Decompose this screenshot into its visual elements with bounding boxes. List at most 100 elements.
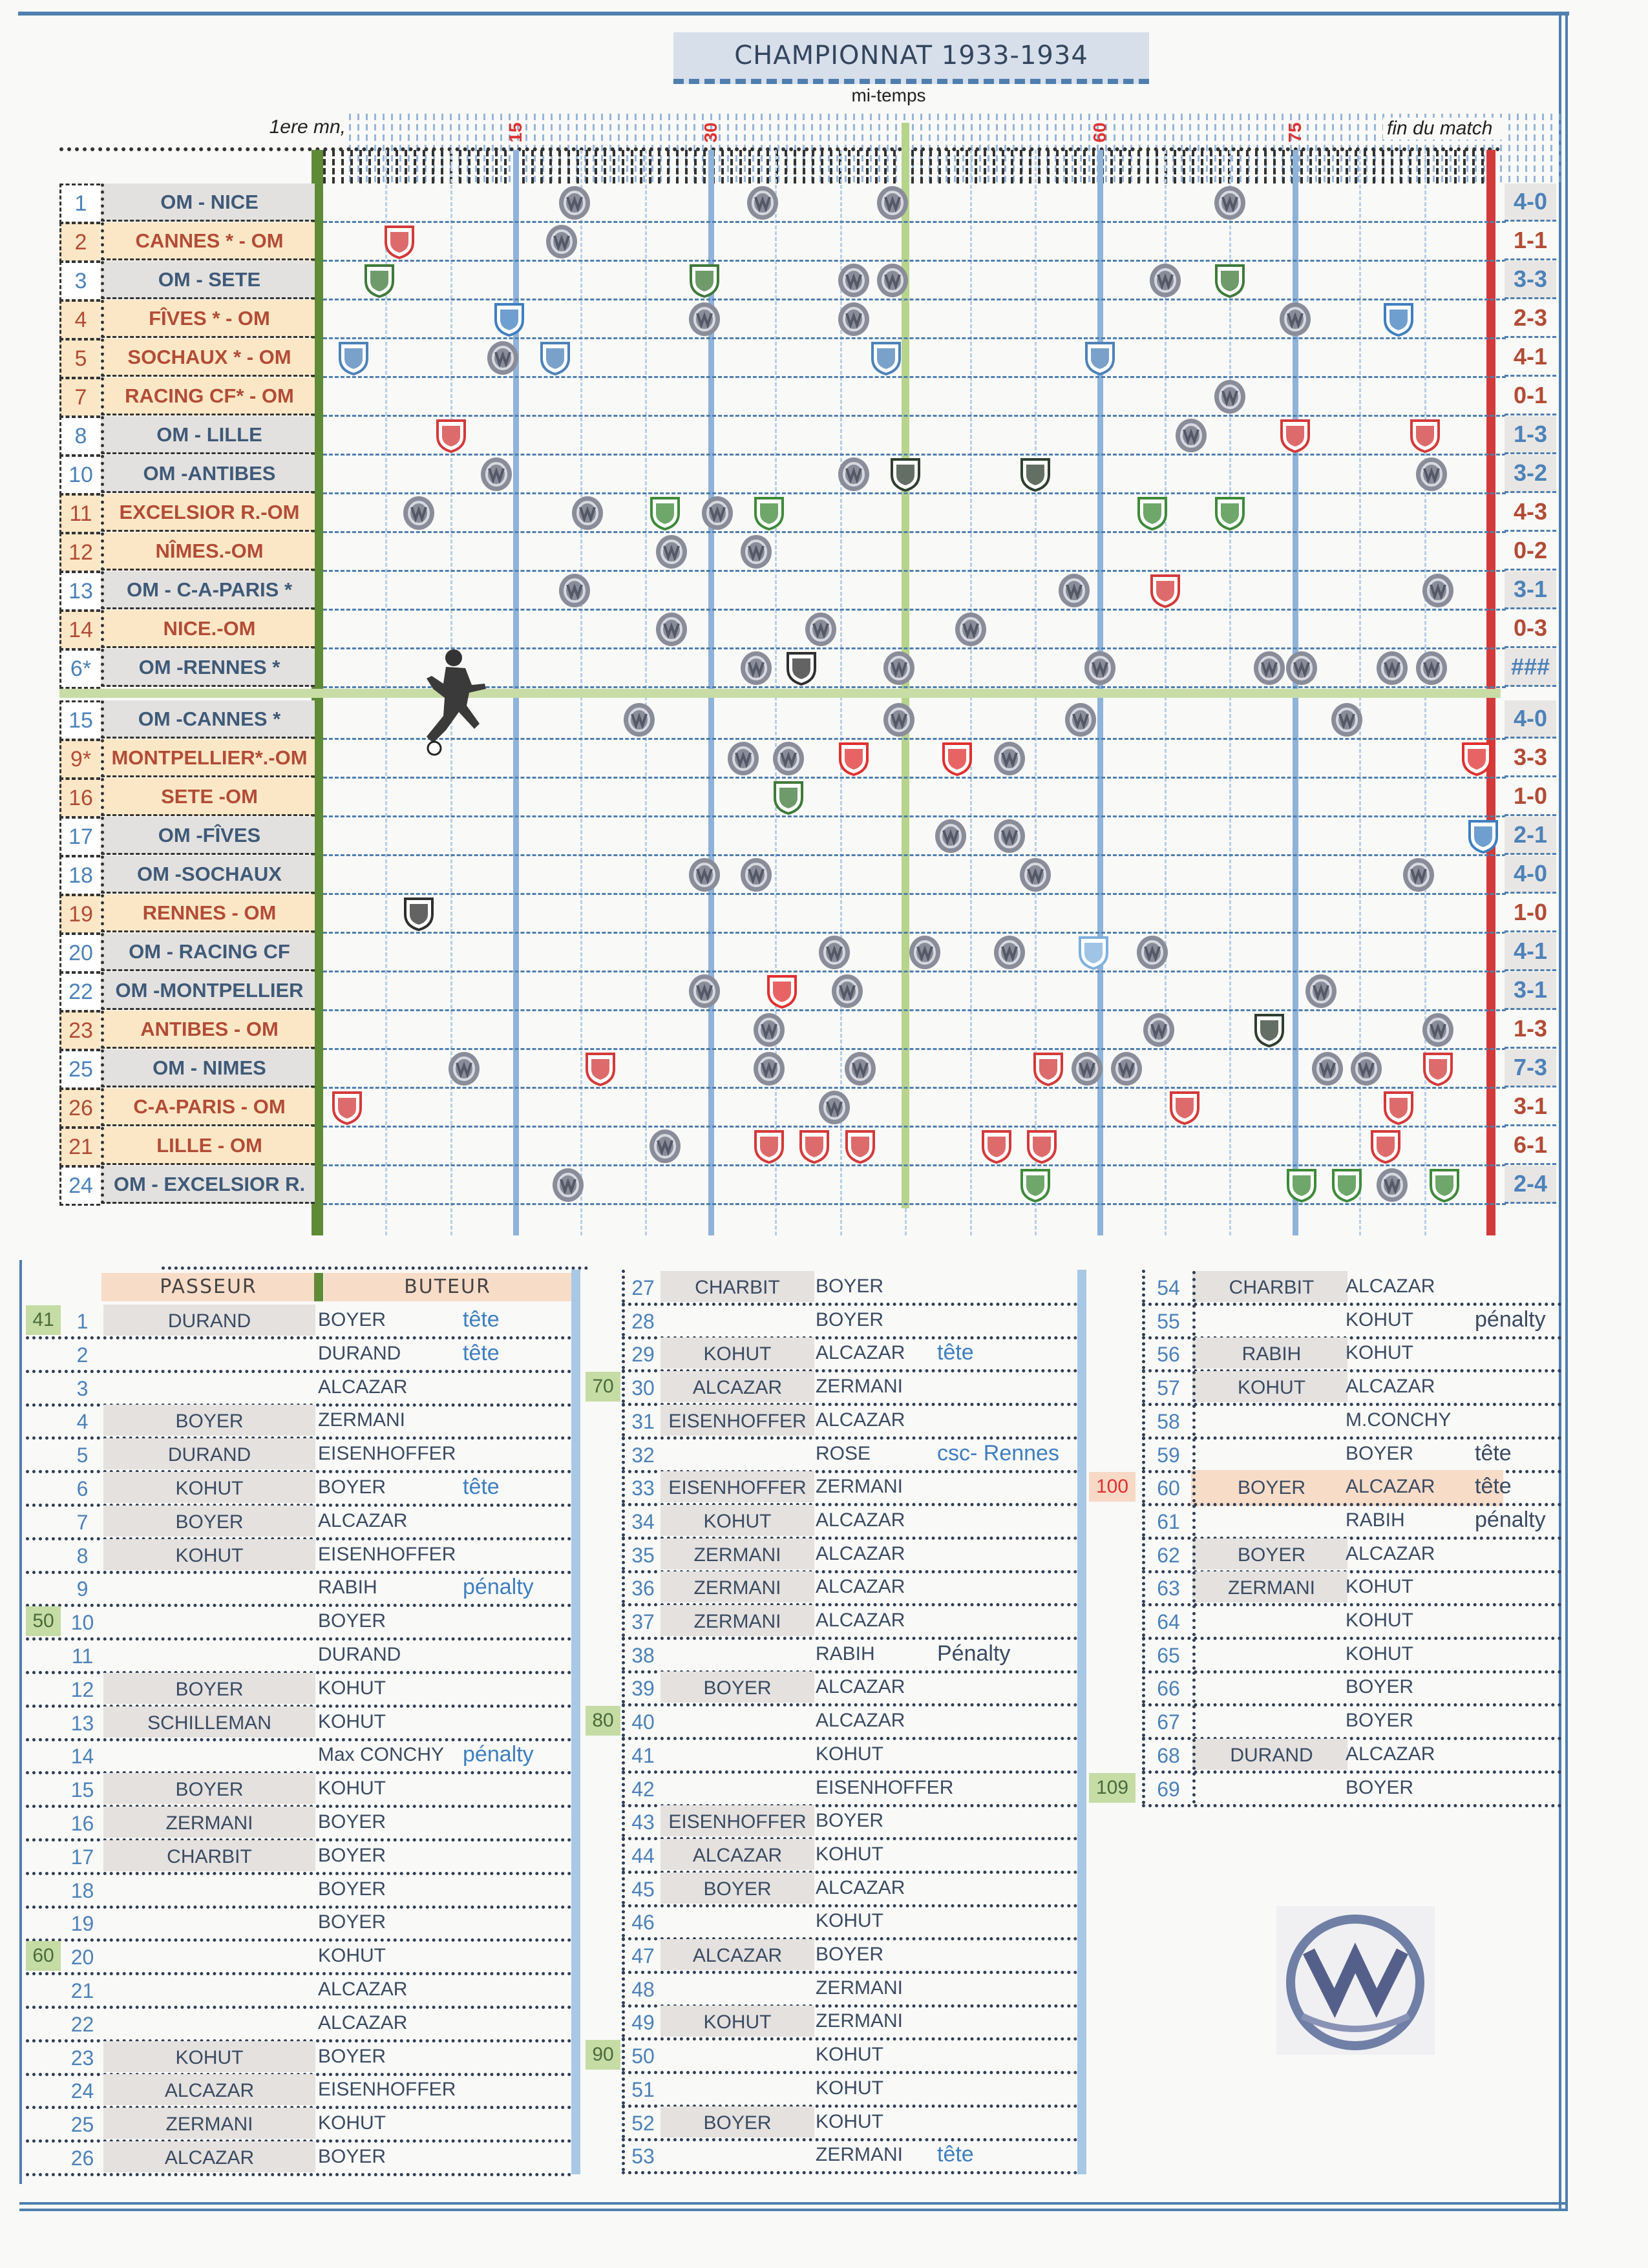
match-score: 1-1 — [1505, 222, 1556, 260]
opponent-goal-icon — [1079, 936, 1109, 971]
goal-number: 20 — [70, 1946, 94, 1969]
match-row[interactable]: 9* MONTPELLIER*.-OM 3-3 — [59, 739, 1559, 779]
match-row[interactable]: 22 OM -MONTPELLIER 3-1 — [59, 972, 1559, 1012]
opponent-goal-icon — [1422, 1053, 1453, 1087]
opponent-goal-icon — [650, 497, 681, 531]
row-divider — [323, 738, 1506, 740]
scorer-player: KOHUT — [1346, 1576, 1413, 1598]
match-row[interactable]: 20 OM - RACING CF 4-1 — [59, 933, 1559, 973]
match-number: 24 — [59, 1166, 100, 1206]
om-goal-icon — [838, 264, 869, 297]
goal-row: 33 EISENHOFFER ZERMANI — [622, 1470, 1077, 1507]
om-goal-icon — [909, 936, 941, 969]
match-row[interactable]: 23 ANTIBES - OM 1-3 — [59, 1011, 1559, 1051]
match-row[interactable]: 8 OM - LILLE 1-3 — [59, 416, 1559, 456]
scorer-player: BOYER — [1346, 1676, 1414, 1698]
match-row[interactable]: 1 OM - NICE 4-0 — [59, 184, 1559, 224]
assist-player: BOYER — [103, 1672, 315, 1704]
goal-row: 16 ZERMANI BOYER — [26, 1805, 571, 1842]
goal-number: 43 — [622, 1804, 661, 1838]
opponent-goal-icon — [1169, 1091, 1199, 1126]
row-divider — [323, 415, 1506, 417]
match-row[interactable]: 21 LILLE - OM 6-1 — [59, 1127, 1559, 1167]
match-row[interactable]: 13 OM - C-A-PARIS * 3-1 — [59, 571, 1559, 611]
om-goal-icon — [1331, 703, 1363, 737]
om-goal-icon — [1214, 186, 1246, 220]
scorer-player: BOYER — [318, 1911, 386, 1933]
match-row[interactable]: 16 SETE -OM 1-0 — [59, 778, 1559, 818]
assist-player: DURAND — [1192, 1738, 1347, 1770]
first-minute-label: 1ere mn, — [233, 116, 349, 138]
goal-note: Pénalty — [937, 1641, 1011, 1666]
match-number: 12 — [59, 532, 100, 572]
match-row[interactable]: 25 OM - NIMES 7-3 — [59, 1049, 1559, 1089]
opponent-goal-icon — [585, 1053, 615, 1087]
scorer-player: ALCAZAR — [318, 1376, 408, 1398]
match-row[interactable]: 24 OM - EXCELSIOR R. 2-4 — [59, 1166, 1559, 1206]
goal-row: 56 RABIH KOHUT — [1142, 1336, 1561, 1373]
goal-number: 33 — [622, 1470, 661, 1504]
assist-player — [103, 1907, 315, 1938]
scorer-player: KOHUT — [816, 2110, 883, 2132]
goal-number: 21 — [70, 1979, 94, 2002]
milestone-badge: 70 — [586, 1372, 620, 1402]
match-label: OM - LILLE — [101, 416, 315, 454]
match-row[interactable]: 2 CANNES * - OM 1-1 — [59, 222, 1559, 262]
goal-row: 23 KOHUT BOYER — [26, 2040, 571, 2076]
goal-row: 53 ZERMANI tête — [622, 2138, 1077, 2175]
goal-row: 40 ALCAZAR — [622, 1704, 1077, 1741]
scorer-player: BOYER — [816, 1276, 884, 1297]
scorer-player: BOYER — [318, 1309, 386, 1330]
column-divider — [571, 1270, 580, 2174]
match-row[interactable]: 17 OM -FÎVES 2-1 — [59, 817, 1559, 857]
goal-number: 65 — [1142, 1637, 1192, 1670]
match-number: 25 — [59, 1049, 100, 1089]
match-number: 3 — [59, 261, 100, 301]
match-row[interactable]: 4 FÎVES * - OM 2-3 — [59, 300, 1559, 340]
assist-player — [660, 1305, 814, 1336]
match-row[interactable]: 19 RENNES - OM 1-0 — [59, 894, 1559, 934]
assist-player — [660, 1639, 814, 1670]
match-row[interactable]: 7 RACING CF* - OM 0-1 — [59, 377, 1559, 417]
scorer-player: ROSE — [816, 1442, 871, 1464]
match-row[interactable]: 14 NICE.-OM 0-3 — [59, 610, 1559, 650]
match-label: OM - NIMES — [101, 1049, 315, 1087]
match-row[interactable]: 12 NÎMES.-OM 0-2 — [59, 532, 1559, 572]
match-row[interactable]: 26 C-A-PARIS - OM 3-1 — [59, 1088, 1559, 1128]
match-row[interactable]: 10 OM -ANTIBES 3-2 — [59, 455, 1559, 495]
match-label: NICE.-OM — [101, 610, 315, 648]
assist-player — [660, 1705, 814, 1736]
om-goal-icon — [1019, 858, 1051, 892]
scorer-player: ALCAZAR — [816, 1542, 905, 1564]
match-row[interactable]: 6* OM -RENNES * ### — [59, 649, 1559, 689]
match-score: 0-3 — [1505, 610, 1556, 648]
goal-number: 12 — [70, 1677, 94, 1701]
match-number: 23 — [59, 1011, 100, 1051]
om-goal-icon — [1422, 1013, 1453, 1047]
goal-number: 17 — [70, 1845, 94, 1869]
milestone-badge: 80 — [586, 1706, 620, 1736]
match-label: C-A-PARIS - OM — [101, 1088, 315, 1126]
goal-row: 59 BOYER tête — [1142, 1436, 1561, 1473]
scorer-player: EISENHOFFER — [816, 1776, 954, 1798]
match-label: MONTPELLIER*.-OM — [101, 739, 315, 777]
match-score: 1-0 — [1505, 778, 1556, 816]
goal-number: 57 — [1142, 1370, 1192, 1403]
om-goal-icon — [688, 974, 720, 1008]
match-row[interactable]: 3 OM - SETE 3-3 — [59, 261, 1559, 301]
opponent-goal-icon — [1332, 1169, 1362, 1203]
om-goal-icon — [754, 1013, 785, 1047]
goal-row: 58 M.CONCHY — [1142, 1403, 1561, 1440]
scorer-player: BOYER — [318, 1878, 386, 1900]
match-row[interactable]: 5 SOCHAUX * - OM 4-1 — [59, 339, 1559, 379]
assist-player: BOYER — [1192, 1471, 1347, 1503]
assist-player — [660, 1906, 814, 1937]
row-divider — [323, 1164, 1506, 1166]
match-row[interactable]: 11 EXCELSIOR R.-OM 4-3 — [59, 494, 1559, 534]
goal-number: 28 — [622, 1303, 661, 1336]
goal-row: 35 ZERMANI ALCAZAR — [622, 1537, 1077, 1573]
om-goal-icon — [741, 651, 772, 685]
match-row[interactable]: 18 OM -SOCHAUX 4-0 — [59, 856, 1559, 896]
row-divider — [323, 609, 1506, 611]
footballer-illustration — [427, 649, 486, 756]
